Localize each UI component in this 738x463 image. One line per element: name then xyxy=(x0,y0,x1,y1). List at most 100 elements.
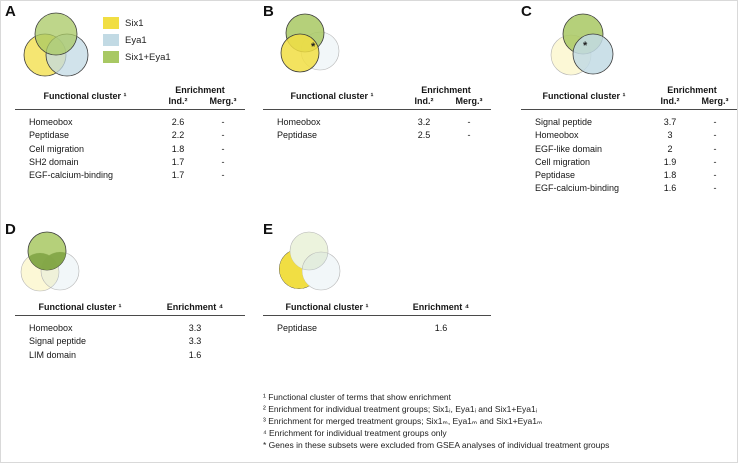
ind-cell: 1.7 xyxy=(171,170,185,181)
excluded-subset-asterisk: * xyxy=(311,41,316,53)
merg-cell: - xyxy=(713,156,717,167)
cluster-cell: Homeobox xyxy=(535,130,579,141)
table-row: Signal peptide 3.7 - xyxy=(521,116,737,129)
table-a-header: Functional cluster ¹ Enrichment Ind.² Me… xyxy=(15,85,245,107)
legend-item-six1: Six1 xyxy=(103,17,171,29)
table-e-header: Functional cluster ¹ Enrichment ⁴ xyxy=(263,301,491,313)
table-e-body: Peptidase 1.6 xyxy=(263,322,491,335)
cluster-cell: EGF-calcium-binding xyxy=(535,183,620,194)
table-row: Peptidase 1.8 - xyxy=(521,169,737,182)
table-d-header: Functional cluster ¹ Enrichment ⁴ xyxy=(15,301,245,313)
ind-cell: 2.6 xyxy=(171,117,185,127)
legend-item-eya1: Eya1 xyxy=(103,34,171,46)
cluster-cell: Homeobox xyxy=(29,117,73,127)
panel-a: A Six1 Eya1 Six1+Eya1 Functional cluster… xyxy=(1,1,253,219)
table-b-body: Homeobox 3.2 - Peptidase 2.5 - xyxy=(263,116,491,143)
excluded-subset-asterisk: * xyxy=(583,40,588,52)
panel-label-a: A xyxy=(5,3,16,20)
table-row: SH2 domain 1.7 - xyxy=(15,156,245,169)
ind-cell: 1.8 xyxy=(171,143,185,154)
table-header-rule xyxy=(521,109,737,110)
table-header-rule xyxy=(263,315,491,316)
table-d-body: Homeobox 3.3 Signal peptide 3.3 LIM doma… xyxy=(15,322,245,362)
merg-cell: - xyxy=(221,143,225,154)
table-row: Homeobox 3.2 - xyxy=(263,116,491,129)
merg-cell: - xyxy=(467,117,471,127)
merg-cell: - xyxy=(221,130,225,141)
col-header-enrichment-sub: Ind.² Merg.³ xyxy=(155,96,245,107)
panel-label-d: D xyxy=(5,221,16,238)
ind-cell: 2.5 xyxy=(417,130,431,141)
ind-cell: 1.6 xyxy=(663,183,677,194)
cluster-cell: Homeobox xyxy=(277,117,321,127)
footnote: ² Enrichment for individual treatment gr… xyxy=(263,404,538,414)
table-b-header: Functional cluster ¹ Enrichment Ind.² Me… xyxy=(263,85,491,107)
footnotes: ¹ Functional cluster of terms that show … xyxy=(263,391,609,451)
col-header-enrichment: Enrichment ⁴ xyxy=(166,302,224,312)
cluster-cell: Cell migration xyxy=(535,156,591,167)
table-row: Peptidase 1.6 xyxy=(263,322,491,335)
footnote: ⁴ Enrichment for individual treatment gr… xyxy=(263,428,447,438)
table-row: Homeobox 3.3 xyxy=(15,322,245,335)
merg-cell: - xyxy=(713,143,717,154)
table-row: EGF-calcium-binding 1.7 - xyxy=(15,169,245,182)
table-header-rule xyxy=(15,109,245,110)
ind-cell: 3 xyxy=(667,130,673,141)
cluster-cell: Peptidase xyxy=(29,130,70,141)
venn-diagram-e xyxy=(278,231,341,291)
table-header-rule xyxy=(15,315,245,316)
col-header-ind: Ind.² xyxy=(168,96,188,106)
table-c: Functional cluster ¹ Enrichment Ind.² Me… xyxy=(521,85,737,196)
six1-swatch-icon xyxy=(103,17,119,29)
six1-eya1-swatch xyxy=(103,51,119,63)
table-c-header: Functional cluster ¹ Enrichment Ind.² Me… xyxy=(521,85,737,107)
panel-label-c: C xyxy=(521,3,532,20)
cluster-cell: Signal peptide xyxy=(29,336,87,347)
col-header-merg: Merg.³ xyxy=(209,96,237,106)
table-c-body: Signal peptide 3.7 - Homeobox 3 - EGF-li… xyxy=(521,116,737,196)
table-row: Signal peptide 3.3 xyxy=(15,335,245,348)
eya1-swatch-icon xyxy=(103,34,119,46)
panel-c: C * Functional cluster ¹ Enrichment Ind.… xyxy=(517,1,737,219)
merg-cell: - xyxy=(221,117,225,127)
col-header-functional-cluster: Functional cluster ¹ xyxy=(43,91,127,101)
footnote: * Genes in these subsets were excluded f… xyxy=(263,440,610,450)
footnote: ³ Enrichment for merged treatment groups… xyxy=(263,416,543,426)
cluster-cell: EGF-calcium-binding xyxy=(29,170,114,181)
cluster-cell: Peptidase xyxy=(277,323,318,333)
venn-diagram-c: * xyxy=(550,13,614,76)
table-row: Cell migration 1.9 - xyxy=(521,156,737,169)
table-row: Peptidase 2.5 - xyxy=(263,129,491,142)
col-header-enrichment: Enrichment xyxy=(421,85,471,95)
venn-legend: Six1 Eya1 Six1+Eya1 xyxy=(103,17,171,63)
table-a: Functional cluster ¹ Enrichment Ind.² Me… xyxy=(15,85,245,182)
table-row: Homeobox 2.6 - xyxy=(15,116,245,129)
cluster-cell: Peptidase xyxy=(535,170,576,181)
ind-cell: 1.7 xyxy=(171,156,185,167)
cluster-cell: EGF-like domain xyxy=(535,143,603,154)
table-a-body: Homeobox 2.6 - Peptidase 2.2 - Cell migr… xyxy=(15,116,245,182)
ind-cell: 2 xyxy=(667,143,673,154)
legend-label-eya1: Eya1 xyxy=(125,34,147,46)
eya1-swatch xyxy=(103,34,119,46)
col-header-enrichment: Enrichment xyxy=(667,85,717,95)
six1-only-region xyxy=(278,248,320,290)
ind-cell: 1.9 xyxy=(663,156,677,167)
six1-circle xyxy=(280,33,320,73)
table-b: Functional cluster ¹ Enrichment Ind.² Me… xyxy=(263,85,491,143)
col-header-ind: Ind.² xyxy=(660,96,680,106)
ind-cell: 3.7 xyxy=(663,117,677,127)
col-header-merg: Merg.³ xyxy=(455,96,483,106)
panel-d: D Functional cluster ¹ Enrichment ⁴ Home… xyxy=(1,219,253,379)
col-header-enrichment: Enrichment ⁴ xyxy=(412,302,470,312)
enrichment-cell: 3.3 xyxy=(188,336,202,347)
table-d: Functional cluster ¹ Enrichment ⁴ Homeob… xyxy=(15,301,245,362)
col-header-enrichment-group: Enrichment Ind.² Merg.³ xyxy=(401,85,491,107)
cluster-cell: SH2 domain xyxy=(29,156,79,167)
merg-cell: - xyxy=(713,130,717,141)
legend-item-six1-eya1: Six1+Eya1 xyxy=(103,51,171,63)
cluster-cell: Cell migration xyxy=(29,143,85,154)
ind-cell: 2.2 xyxy=(171,130,185,141)
col-header-merg: Merg.³ xyxy=(701,96,729,106)
